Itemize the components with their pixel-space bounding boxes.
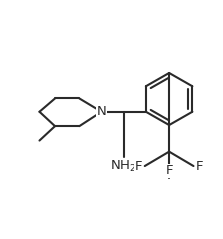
Text: N: N [97,105,106,118]
Text: F: F [135,160,142,173]
Text: F: F [196,160,203,173]
Text: NH$_2$: NH$_2$ [110,159,137,174]
Text: F: F [165,164,173,177]
